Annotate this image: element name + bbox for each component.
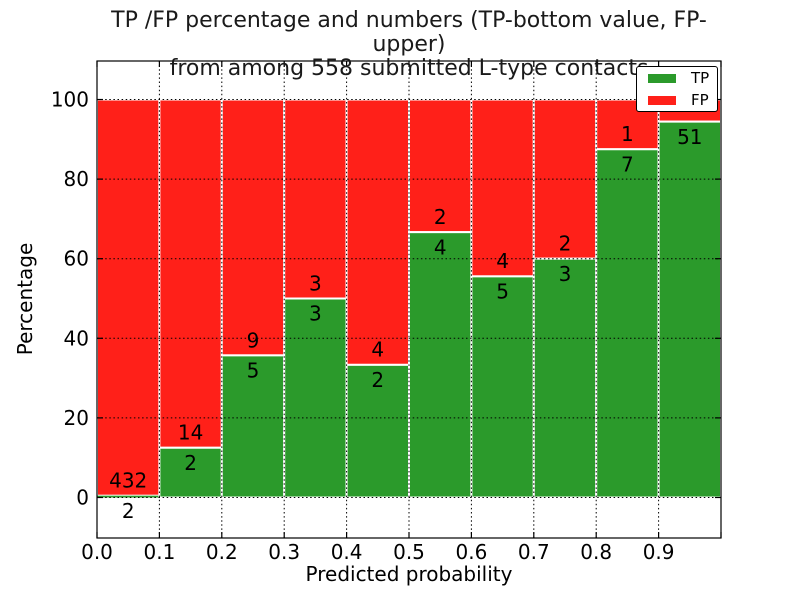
legend: TP FP (636, 66, 718, 112)
legend-item-tp: TP (637, 68, 717, 87)
y-tick-label-40: 40 (64, 326, 89, 350)
x-tick-label-0.7: 0.7 (518, 540, 550, 564)
tp-count-label-1: 2 (184, 451, 197, 475)
x-tick-label-0.0: 0.0 (81, 540, 113, 564)
x-axis-label: Predicted probability (305, 562, 513, 586)
tp-bar-5 (408, 231, 473, 499)
y-tick-label-100: 100 (51, 88, 89, 112)
tp-bar-4 (345, 363, 411, 499)
fp-bar-3 (283, 98, 348, 300)
x-tick-label-0.6: 0.6 (455, 540, 487, 564)
legend-label-tp: TP (691, 68, 710, 87)
y-tick-label-60: 60 (64, 247, 89, 271)
fp-bar-4 (345, 98, 411, 366)
tp-count-label-4: 2 (371, 368, 384, 392)
tp-count-label-5: 4 (434, 235, 447, 259)
tp-bar-6 (470, 275, 535, 499)
tp-count-label-3: 3 (309, 302, 322, 326)
fp-bar-1 (158, 98, 223, 449)
y-tick-label-20: 20 (64, 406, 89, 430)
tp-count-label-9: 51 (677, 125, 702, 149)
x-tick-label-0.4: 0.4 (331, 540, 363, 564)
tp-bar-0 (97, 495, 160, 498)
fp-count-label-2: 9 (247, 328, 260, 352)
x-tick-label-0.8: 0.8 (580, 540, 612, 564)
y-tick-label-0: 0 (76, 486, 89, 510)
y-tick-label-80: 80 (64, 167, 89, 191)
chart-title: TP /FP percentage and numbers (TP-bottom… (97, 9, 721, 81)
x-tick-label-0.5: 0.5 (393, 540, 425, 564)
tp-count-label-2: 5 (247, 358, 260, 382)
fp-swatch-icon (648, 95, 676, 105)
x-tick-label-0.2: 0.2 (206, 540, 238, 564)
fp-bar-5 (408, 98, 473, 234)
fp-count-label-6: 4 (496, 249, 509, 273)
fp-count-label-1: 14 (178, 421, 203, 445)
tp-count-label-0: 2 (122, 499, 135, 523)
tp-bar-7 (532, 257, 598, 499)
fp-bar-2 (220, 98, 286, 357)
tp-bar-8 (595, 148, 660, 499)
fp-count-label-3: 3 (309, 271, 322, 295)
tp-count-label-7: 3 (559, 262, 572, 286)
fp-count-label-0: 432 (109, 469, 147, 493)
legend-label-fp: FP (691, 90, 709, 109)
chart-title-line2: from among 558 submitted L-type contacts (169, 56, 649, 81)
x-tick-label-0.1: 0.1 (143, 540, 175, 564)
fp-count-label-8: 1 (621, 122, 634, 146)
chart-title-line1: TP /FP percentage and numbers (TP-bottom… (111, 8, 707, 57)
fp-bar-0 (96, 98, 161, 497)
fp-count-label-5: 2 (434, 205, 447, 229)
x-tick-label-0.3: 0.3 (268, 540, 300, 564)
x-tick-label-0.9: 0.9 (643, 540, 675, 564)
tp-count-label-8: 7 (621, 152, 634, 176)
fp-count-label-7: 2 (559, 232, 572, 256)
tp-bar-9 (657, 120, 722, 499)
tp-bar-3 (283, 297, 348, 499)
tp-swatch-icon (648, 73, 676, 83)
y-axis-label: Percentage (13, 242, 37, 356)
legend-item-fp: FP (637, 90, 717, 109)
tp-count-label-6: 5 (496, 279, 509, 303)
fp-count-label-4: 4 (371, 338, 384, 362)
